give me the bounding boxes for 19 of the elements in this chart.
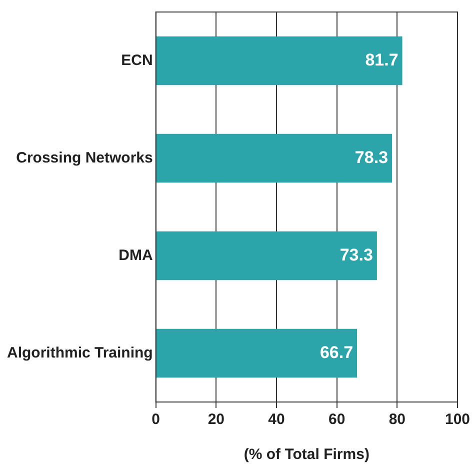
x-tick-label: 0 xyxy=(152,411,160,428)
bar xyxy=(156,134,392,183)
data-label: 81.7 xyxy=(365,50,398,70)
x-tick-label: 60 xyxy=(328,411,346,428)
data-label: 73.3 xyxy=(340,245,373,264)
x-axis-title: (% of Total Firms) xyxy=(244,446,370,464)
bar xyxy=(156,328,358,378)
x-tick-label: 100 xyxy=(444,411,470,428)
y-tick-label: Crossing Networks xyxy=(16,149,153,166)
x-tick-label: 20 xyxy=(208,411,225,428)
x-tick-label: 80 xyxy=(388,411,406,428)
bar xyxy=(156,231,377,280)
y-tick-label: Algorithmic Training xyxy=(6,344,153,362)
bar xyxy=(156,36,402,86)
y-tick-label: ECN xyxy=(121,52,153,69)
data-label: 78.3 xyxy=(354,148,388,167)
y-tick-label: DMA xyxy=(118,246,153,264)
data-label: 66.7 xyxy=(320,342,354,362)
x-tick-label: 40 xyxy=(268,411,285,428)
